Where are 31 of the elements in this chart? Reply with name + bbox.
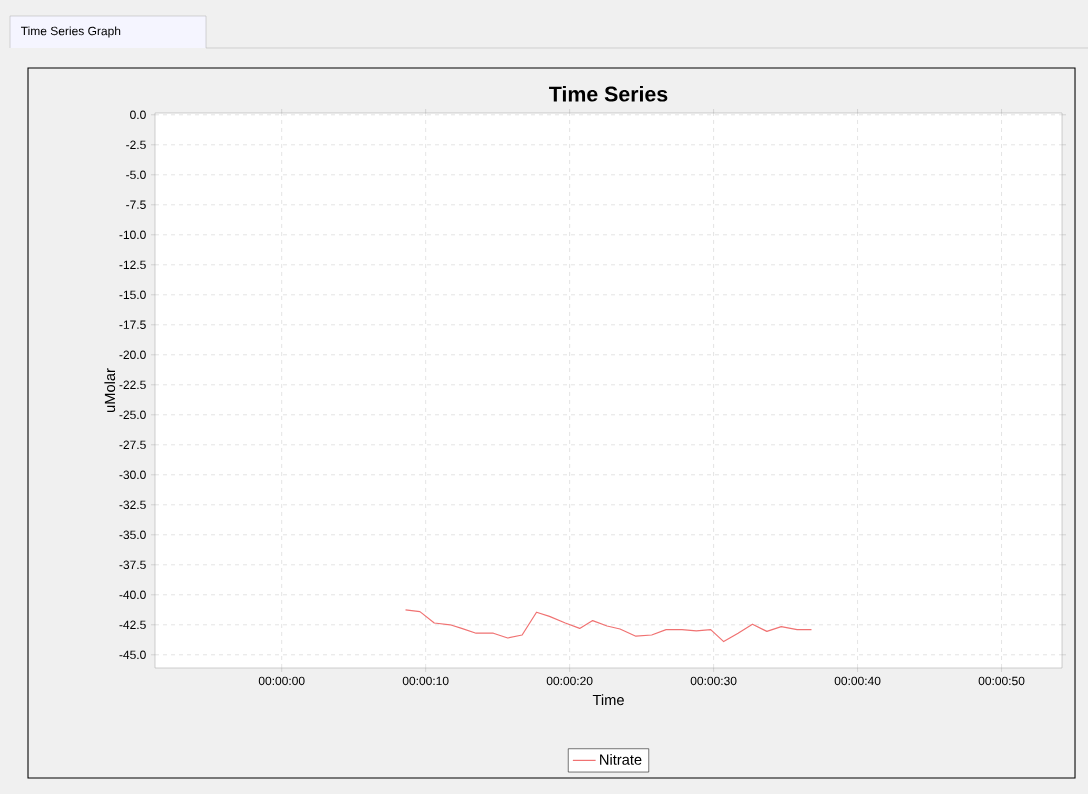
y-tick-label: -42.5 [119,620,146,630]
y-tick-label: -27.5 [119,440,146,450]
y-axis-title: uMolar [104,368,116,412]
text: Time Series Graph [20,26,121,38]
y-tick-label: -40.0 [119,590,146,600]
y-tick-label: -12.5 [119,260,146,270]
y-tick-label: -2.5 [126,140,146,150]
y-tick-label: -17.5 [119,320,146,329]
y-tick-label: -30.0 [119,470,146,480]
y-tick-label: -35.0 [119,530,146,540]
legend-label: Nitrate [600,754,642,765]
y-tick-label: -15.0 [119,290,146,300]
y-tick-label: -20.0 [119,350,146,360]
x-tick-label: 00:00:10 [402,676,449,686]
y-tick-label: -37.5 [119,560,146,570]
line-series [404,609,813,643]
x-tick-label: 00:00:30 [690,676,737,686]
y-tick-label: -5.0 [126,170,146,180]
y-tick-label: -7.5 [126,200,146,209]
y-tick-label: -45.0 [119,650,146,660]
x-axis-title: Time [592,694,624,706]
y-tick-label: -22.5 [119,380,146,390]
x-tick-label: 00:00:50 [978,676,1025,686]
x-tick-label: 00:00:40 [834,676,881,686]
x-tick-label: 00:00:00 [258,676,305,686]
y-tick-label: -32.5 [119,500,146,510]
y-tick-label: 0.0 [130,110,146,120]
chart-title: Time Series [549,85,668,102]
y-tick-label: -10.0 [119,230,146,240]
y-tick-label: -25.0 [119,410,146,420]
x-tick-label: 00:00:20 [546,676,593,686]
